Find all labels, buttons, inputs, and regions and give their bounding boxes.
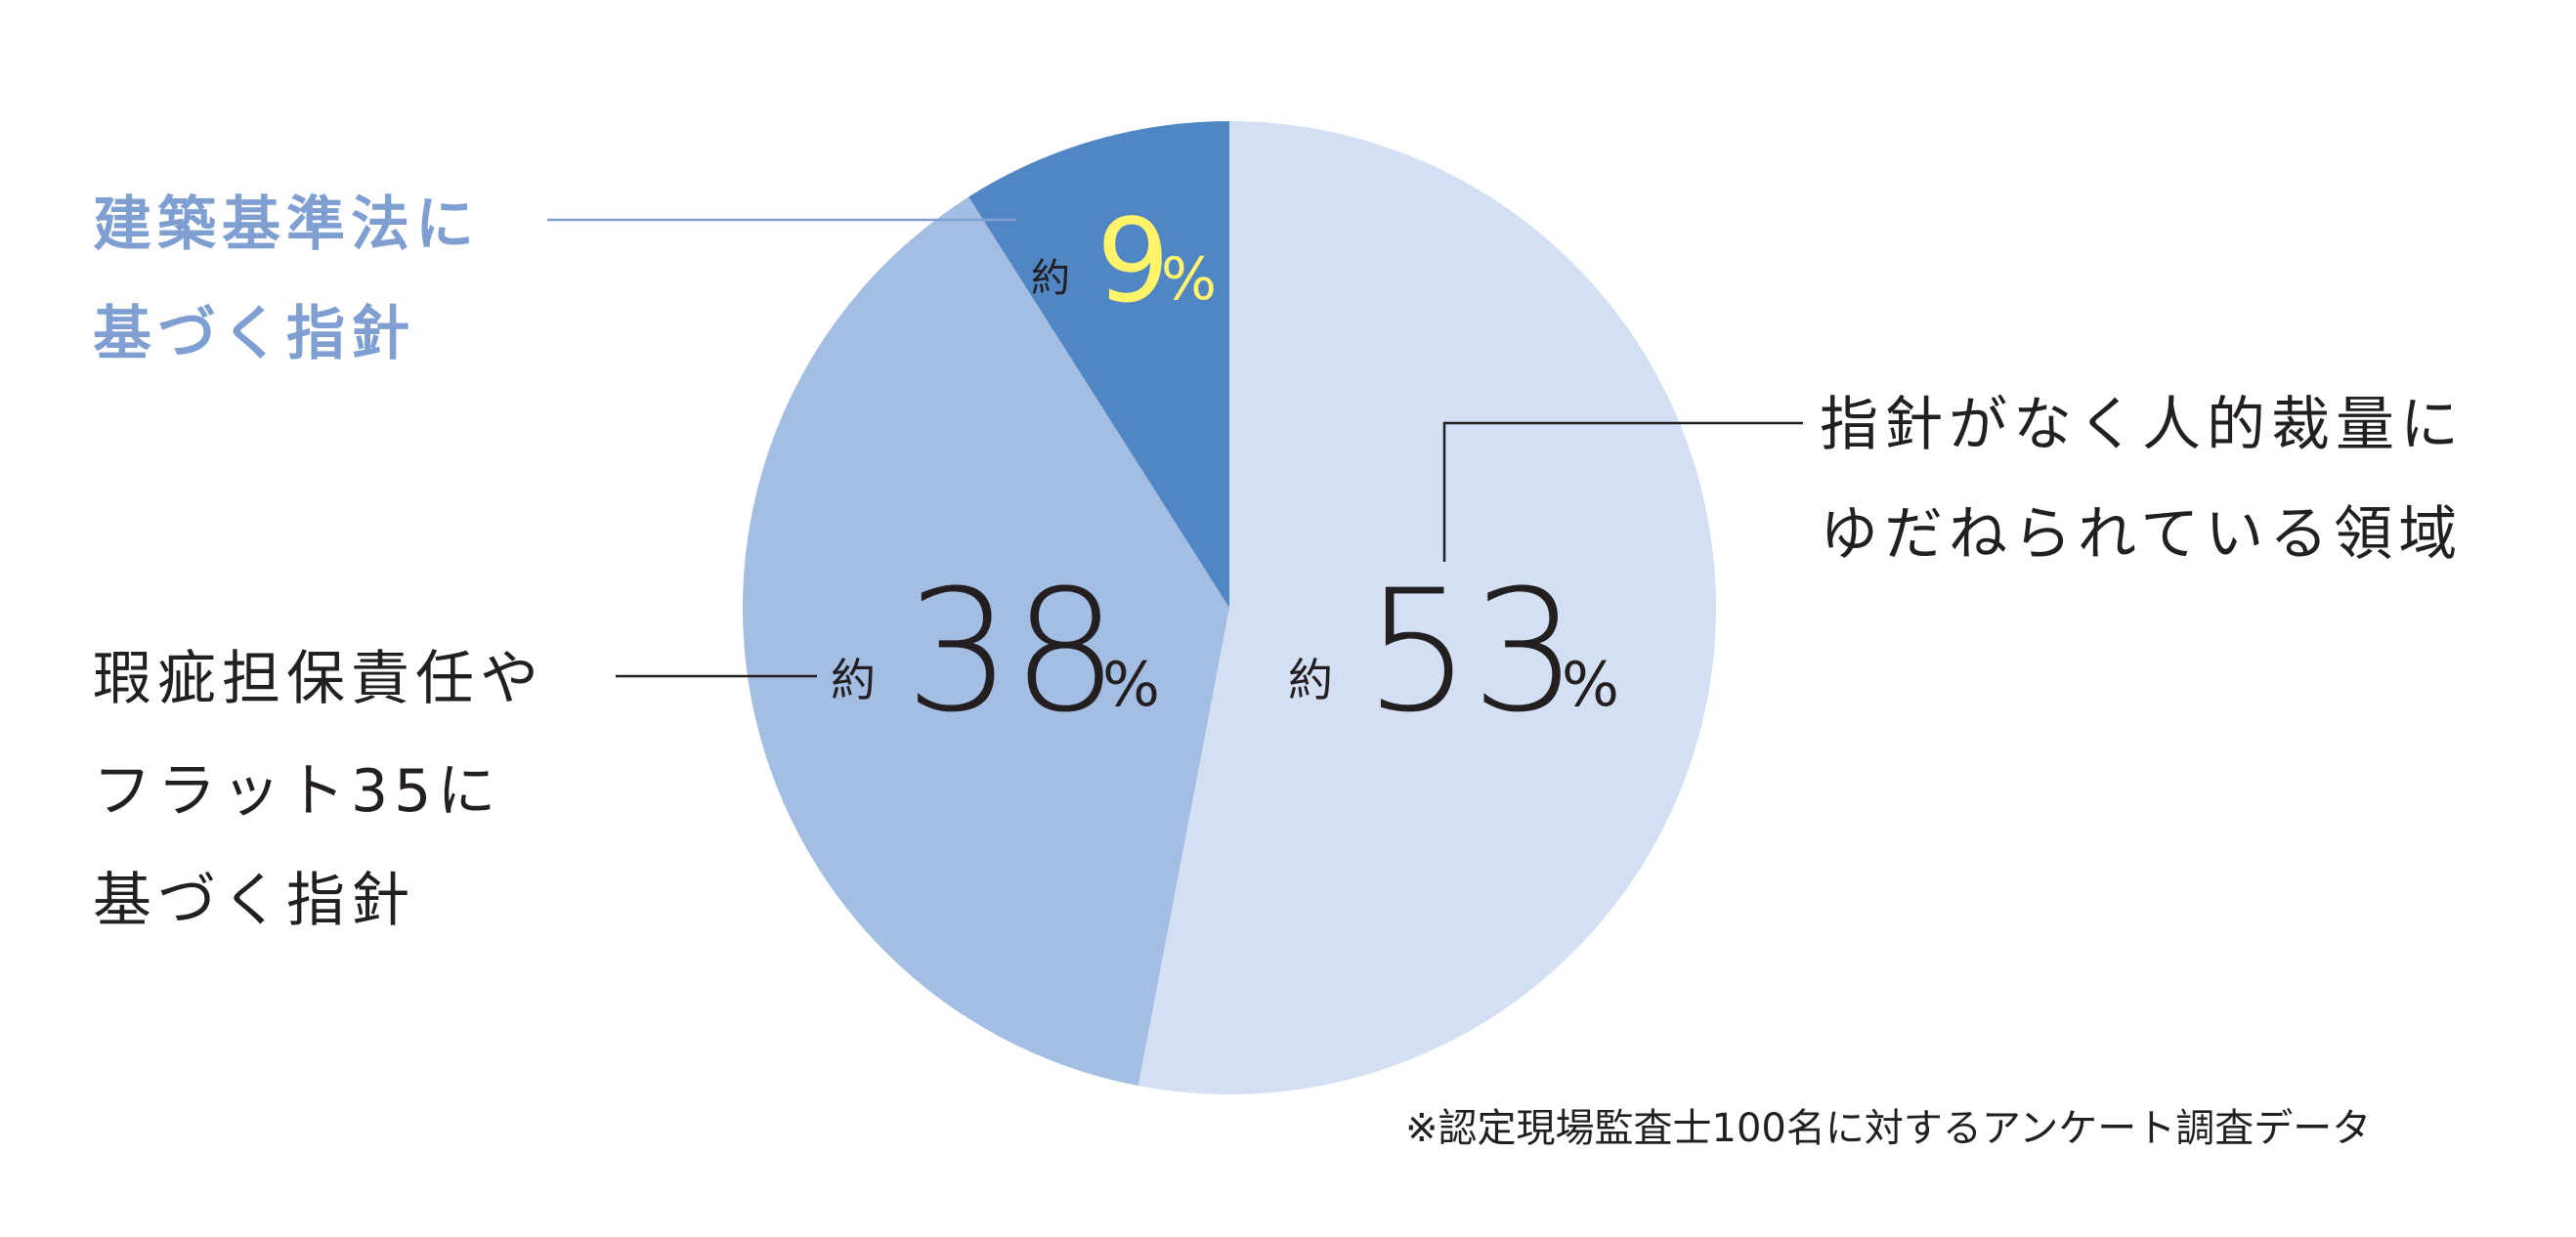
slice-label-line: 指針がなく人的裁量に [1820,391,2465,459]
slice-label-line: 基づく指針 [93,300,415,368]
pie-slices [742,121,1716,1095]
slice-value-unit: % [1161,245,1217,314]
pie-slice-0 [1138,121,1716,1095]
slice-label-line: 基づく指針 [93,867,415,935]
slice-value: 9 [1096,193,1170,328]
pie-slice-1 [742,196,1229,1087]
slice-value: 53 [1364,553,1578,749]
slice-value-unit: % [1102,649,1160,720]
slice-value-prefix: 約 [1031,256,1070,301]
slice-label-line: 建築基準法に [93,191,480,259]
slice-label-line: フラット35に [93,757,501,826]
slice-value-prefix: 約 [1288,654,1333,706]
slice-label-line: ゆだねられている領域 [1820,500,2463,569]
pie-slice-2 [968,121,1229,608]
survey-note: ※認定現場監査士100名に対するアンケート調査データ [1405,1106,2371,1151]
slice-value-unit: % [1562,649,1619,720]
leader-line-slice-0 [1442,421,1803,562]
slice-label-line: 瑕疵担保責任や [93,645,544,713]
slice-value: 38 [905,553,1119,749]
slice-value-prefix: 約 [831,654,876,706]
